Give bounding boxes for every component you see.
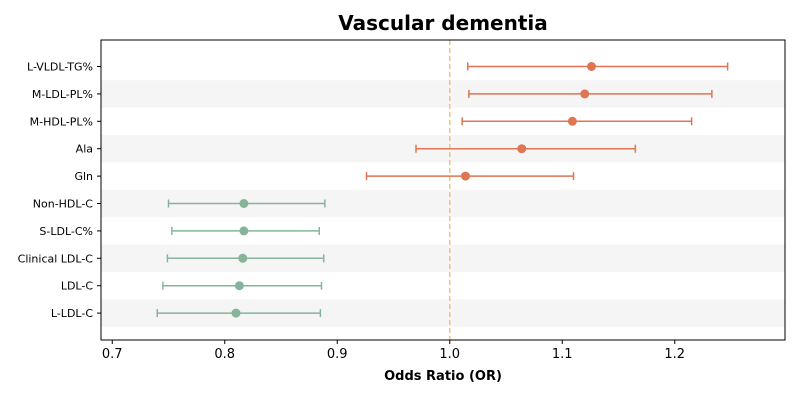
y-tick-label: LDL-C (61, 280, 94, 293)
or-point (238, 253, 248, 263)
y-tick-label: Clinical LDL-C (18, 252, 94, 265)
or-point (239, 199, 249, 208)
or-point (231, 308, 241, 318)
y-tick-label: M-HDL-PL% (30, 115, 93, 128)
y-tick-label: Ala (76, 143, 93, 156)
data-marks (156, 62, 729, 318)
x-tick-label: 0.7 (102, 347, 123, 362)
or-point (517, 144, 527, 154)
x-tick-label: 0.8 (214, 347, 235, 362)
or-point (461, 171, 470, 181)
x-tick-label: 0.9 (327, 347, 348, 362)
plot-frame (100, 39, 786, 341)
or-point (239, 226, 249, 236)
x-tick-label: 1.0 (439, 347, 460, 362)
or-point (567, 116, 577, 126)
y-tick-label: S-LDL-C% (39, 225, 93, 238)
or-point (587, 62, 596, 71)
y-tick-label: M-LDL-PL% (32, 88, 93, 101)
x-tick-label: 1.1 (552, 347, 573, 362)
y-tick-label: L-VLDL-TG% (27, 61, 93, 74)
chart-title: Vascular dementia (338, 11, 548, 35)
x-axis-ticks: 0.7 0.8 0.9 1.0 1.1 1.2 (102, 340, 685, 362)
x-axis-label: Odds Ratio (OR) (384, 369, 502, 384)
or-point (234, 281, 244, 291)
y-tick-label: Gln (74, 170, 93, 183)
y-tick-label: L-LDL-C (51, 307, 93, 320)
or-point (580, 89, 590, 99)
x-tick-label: 1.2 (664, 347, 685, 362)
y-axis-ticks: L-VLDL-TG% M-LDL-PL% M-HDL-PL% Ala Gln Non-HD… (18, 61, 101, 320)
y-tick-label: Non-HDL-C (33, 198, 94, 211)
